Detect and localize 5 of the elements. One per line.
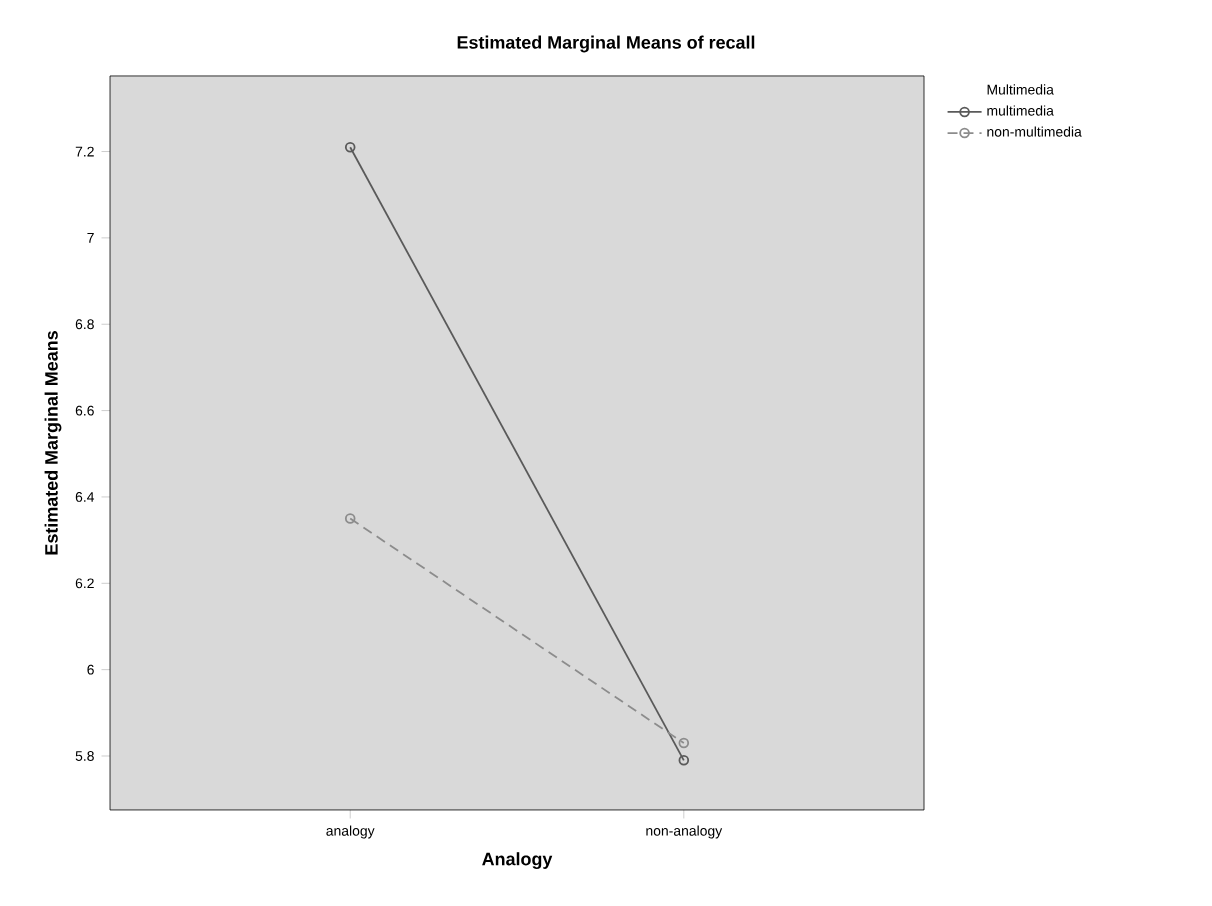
y-axis-title: Estimated Marginal Means [44, 331, 62, 555]
chart-title: Estimated Marginal Means of recall [457, 35, 755, 53]
x-axis-title: Analogy [482, 852, 553, 869]
point [678, 737, 690, 749]
point [344, 513, 356, 524]
